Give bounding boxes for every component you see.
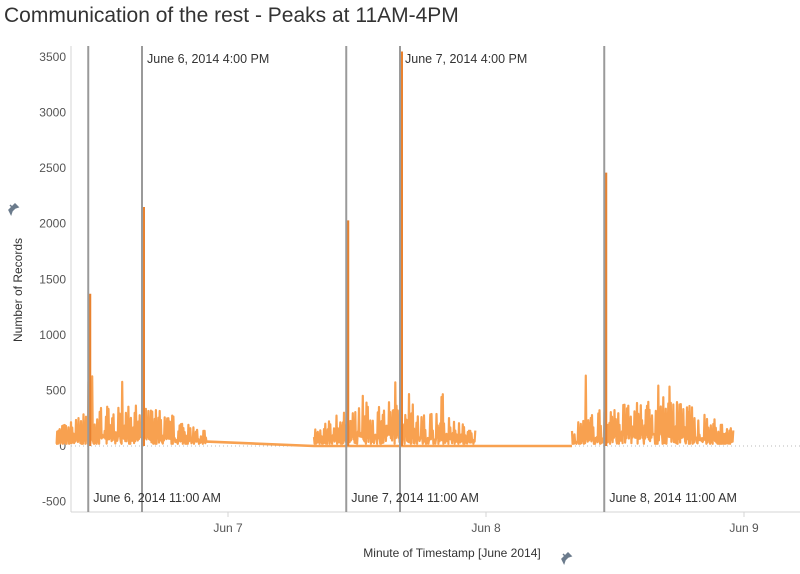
series-activity-line <box>312 381 477 445</box>
y-tick-label: 3000 <box>39 106 66 120</box>
x-tick-label: Jun 9 <box>729 521 759 535</box>
y-axis-pin-icon[interactable] <box>8 202 20 216</box>
y-tick-label: 0 <box>59 439 66 453</box>
y-tick-label: 2500 <box>39 161 66 175</box>
series-overnight-line <box>206 440 572 448</box>
reference-line-label: June 6, 2014 4:00 PM <box>147 52 269 66</box>
series-activity-line <box>55 375 208 445</box>
y-tick-label: 500 <box>46 383 66 397</box>
y-tick-label: -500 <box>42 495 66 509</box>
reference-line-label: June 7, 2014 11:00 AM <box>351 491 479 505</box>
reference-line-label: June 7, 2014 4:00 PM <box>405 52 527 66</box>
x-tick-label: Jun 7 <box>213 521 243 535</box>
y-tick-label: 1500 <box>39 272 66 286</box>
reference-line-label: June 8, 2014 11:00 AM <box>609 491 737 505</box>
x-axis-title: Minute of Timestamp [June 2014] <box>363 546 540 560</box>
x-tick-label: Jun 8 <box>471 521 501 535</box>
y-tick-label: 1000 <box>39 328 66 342</box>
y-tick-label: 3500 <box>39 50 66 64</box>
y-axis-title: Number of Records <box>11 238 25 342</box>
chart-title: Communication of the rest - Peaks at 11A… <box>4 4 459 27</box>
x-axis-pin-icon[interactable] <box>561 551 573 565</box>
series-activity-line <box>570 374 735 445</box>
y-tick-label: 2000 <box>39 217 66 231</box>
reference-line-label: June 6, 2014 11:00 AM <box>93 491 221 505</box>
